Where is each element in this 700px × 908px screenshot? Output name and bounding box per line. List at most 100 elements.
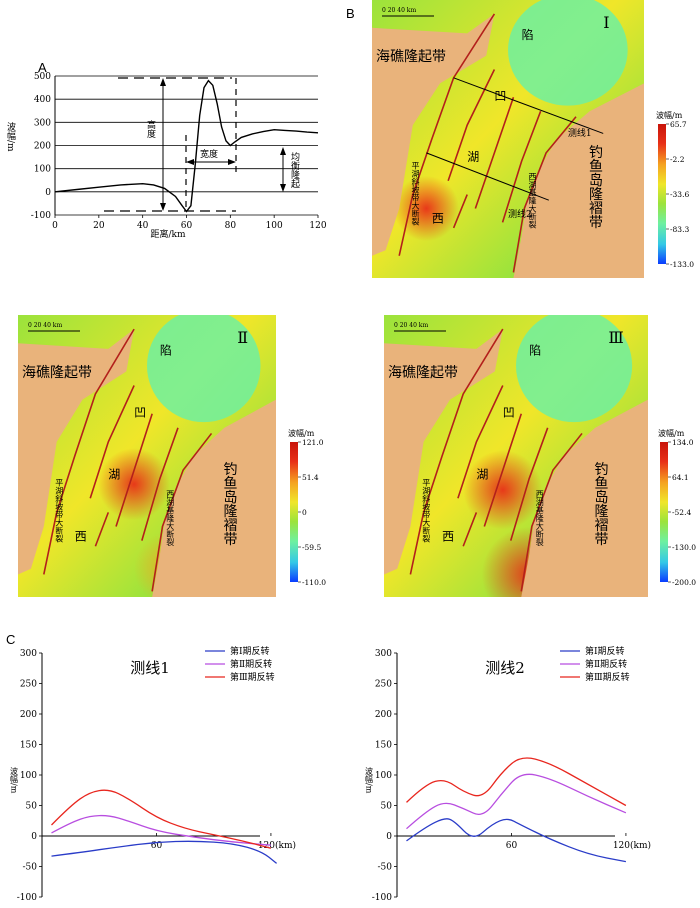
- y-tick-label: 100: [20, 771, 37, 781]
- legend-tick: 64.1: [672, 473, 689, 482]
- fault-line: [447, 69, 496, 181]
- label-xi: 西: [75, 530, 87, 544]
- label-ao: 凹: [134, 406, 146, 420]
- high-amplitude-zone: [463, 450, 543, 530]
- fault-line: [115, 413, 153, 527]
- x-tick-label: 80: [225, 221, 237, 231]
- fault-line: [509, 427, 549, 541]
- y-tick-label: 200: [375, 710, 392, 720]
- high-amplitude-zone: [97, 448, 171, 521]
- scale-bar-label: 0 20 40 km: [28, 322, 62, 329]
- y-tick-label: -100: [31, 211, 51, 221]
- panel-label-b: B: [346, 6, 355, 21]
- label-haijiao-uplift: 海礁隆起带: [22, 365, 92, 381]
- label-xihu-fault: 西湖基隆大断裂: [528, 172, 537, 229]
- legend-colorbar: [658, 124, 666, 264]
- legend-entry: 第Ⅱ期反转: [230, 658, 272, 670]
- fault-line: [89, 385, 135, 499]
- map-legend-m1: 波幅/m65.7 -2.2 -33.6 -83.3 -133.0: [656, 110, 694, 269]
- haijiao-uplift-land: [18, 329, 135, 575]
- y-tick-label: -100: [372, 893, 392, 903]
- legend-tick: 121.0: [302, 438, 324, 447]
- series-line-2: [51, 814, 271, 846]
- scale-bar-label: 0 20 40 km: [394, 322, 428, 329]
- legend-tick: -2.2: [670, 155, 685, 164]
- y-tick-label: 300: [375, 649, 392, 659]
- legend-title: 波幅/m: [656, 110, 683, 120]
- y-tick-label: -100: [17, 893, 37, 903]
- panel-label-a: A: [38, 60, 47, 75]
- fault-line: [398, 13, 496, 256]
- label-ao: 凹: [494, 89, 506, 103]
- profile-chart-line1: -100 -50 0 50 100 150 200 250 300 60 120(km) 波幅/m 测线…: [10, 645, 297, 903]
- y-tick-label: 500: [34, 72, 51, 82]
- y-tick-label: 400: [34, 95, 51, 105]
- fault-line: [483, 413, 523, 527]
- y-tick-label: 50: [26, 802, 38, 812]
- legend-tick: -110.0: [302, 578, 326, 587]
- haijiao-uplift-land: [384, 329, 503, 575]
- series-line-2: [406, 773, 627, 830]
- label-xi: 西: [442, 530, 454, 544]
- label-xihu-fault: 西湖基隆大断裂: [535, 490, 544, 547]
- fault-line: [474, 97, 515, 209]
- legend-tick: -133.0: [670, 260, 694, 269]
- haijiao-uplift-land: [372, 13, 495, 256]
- label-xihu-fault: 西湖基隆大断裂: [166, 490, 175, 547]
- legend-tick: -33.6: [670, 190, 689, 199]
- y-tick-label: -50: [378, 863, 393, 873]
- x-tick-label: 120: [309, 221, 326, 231]
- label-hu: 湖: [467, 149, 479, 164]
- survey-line-2: [426, 152, 549, 201]
- chart-title: 测线1: [130, 659, 170, 677]
- y-tick-label: 150: [375, 741, 392, 751]
- scale-bar-label: 0 20 40 km: [382, 7, 416, 14]
- x-tick-label: 40: [137, 221, 149, 231]
- x-tick-label: 60: [181, 221, 193, 231]
- y-tick-label: -50: [23, 863, 38, 873]
- series-line-3: [406, 757, 627, 807]
- fault-line: [409, 328, 504, 575]
- label-pinghu-fault: 平湖斜坡带大断裂: [422, 479, 431, 544]
- label-survey-line-2: 测线2: [508, 208, 532, 220]
- legend-entry: 第Ⅰ期反转: [585, 645, 625, 657]
- legend-tick: 0: [302, 508, 307, 517]
- fault-line: [94, 512, 110, 547]
- x-tick-label: 120(km): [258, 840, 296, 851]
- y-tick-label: 250: [20, 680, 37, 690]
- y-tick-label: 250: [375, 680, 392, 690]
- legend-tick: 134.0: [672, 438, 694, 447]
- y-tick-label: 100: [34, 165, 51, 175]
- height-annotation: 高度: [145, 119, 156, 139]
- chart-ylabel: 波幅/m: [365, 766, 374, 794]
- panel-label-c: C: [6, 632, 16, 647]
- label-hu: 湖: [108, 467, 120, 482]
- low-amplitude-zone: [508, 0, 628, 106]
- legend-entry: 第Ⅲ期反转: [230, 671, 275, 683]
- fault-line: [141, 427, 179, 541]
- x-tick-label: 120(km): [613, 840, 651, 851]
- chart-ylabel: 波幅/m: [10, 766, 19, 794]
- legend-tick: -130.0: [672, 543, 696, 552]
- diaoyu-fold-belt-land: [521, 399, 648, 597]
- y-tick-label: 0: [31, 832, 37, 842]
- map-roman-numeral: Ⅱ: [237, 328, 248, 347]
- label-ao: 凹: [503, 406, 515, 420]
- label-haijiao-uplift: 海礁隆起带: [376, 49, 446, 65]
- legend-tick: -52.4: [672, 508, 691, 517]
- label-diaoyu-fold-belt: 钓鱼岛隆褶带: [592, 462, 608, 547]
- map-roman-numeral: Ⅰ: [603, 13, 609, 32]
- legend-colorbar: [660, 442, 668, 582]
- fault-line: [501, 110, 542, 223]
- high-amplitude-zone: [393, 175, 460, 242]
- panel-a-ylabel: 波幅/m: [5, 121, 16, 152]
- series-line-1: [406, 818, 627, 863]
- legend-colorbar: [290, 442, 298, 582]
- profile-curve: [54, 79, 319, 213]
- label-diaoyu-fold-belt: 钓鱼岛隆褶带: [222, 462, 238, 547]
- label-haijiao-uplift: 海礁隆起带: [388, 365, 458, 381]
